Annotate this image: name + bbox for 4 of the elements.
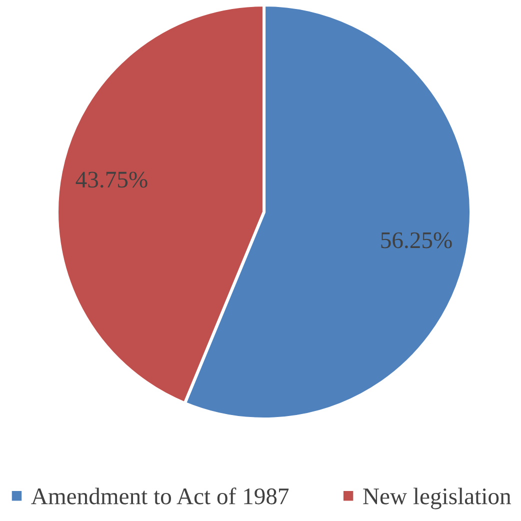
data-label: 56.25% [381, 232, 452, 248]
legend-label: Amendment to Act of 1987 [31, 487, 289, 504]
data-label: 43.75% [76, 172, 148, 188]
legend-label: New legislation [363, 488, 511, 510]
